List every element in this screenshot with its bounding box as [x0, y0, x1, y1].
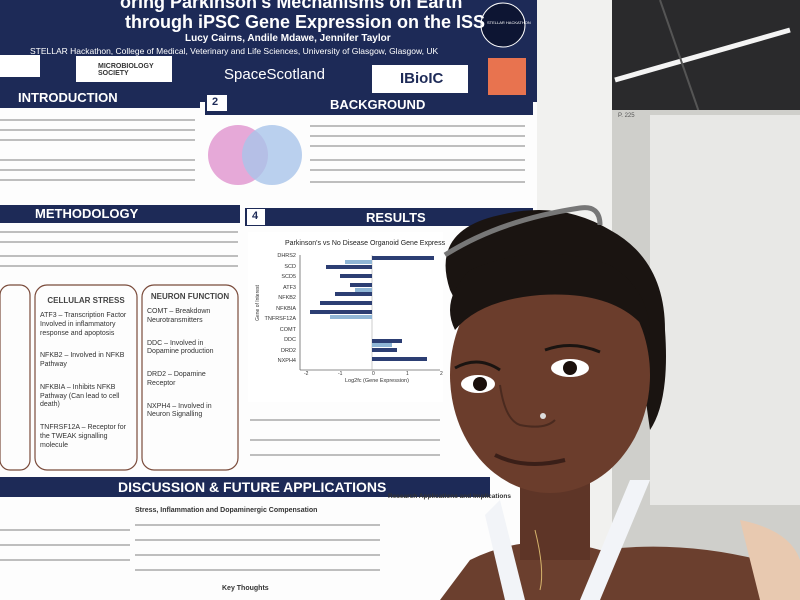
- x-tick-label: -2: [304, 371, 309, 377]
- neuron-function: NEURON FUNCTION COMT – Breakdown Neurotr…: [147, 292, 233, 434]
- gene-label: SCD: [284, 263, 296, 270]
- logo: SpaceScotland: [224, 66, 325, 83]
- column-heading: CELLULAR STRESS: [47, 296, 125, 305]
- gene-note: DDC – Involved in Dopamine production: [147, 339, 214, 356]
- badge: STELLAR HACKATHON: [487, 20, 531, 25]
- section-heading: BACKGROUND: [330, 97, 426, 112]
- gene-note: NFKB2 – Involved in NFKB Pathway: [40, 352, 125, 368]
- gene-note: ATF3 – Transcription Factor Involved in …: [40, 312, 127, 337]
- x-tick-label: 0: [372, 371, 375, 377]
- column-heading: NEURON FUNCTION: [150, 292, 230, 301]
- cellular-stress: CELLULAR STRESS ATF3 – Transcription Fac…: [40, 296, 132, 464]
- gene-note: NFKBIA – Inhibits NFKB Pathway (Can lead…: [40, 383, 120, 409]
- gene-label: TNFRSF12A: [264, 316, 296, 322]
- subheading: Stress, Inflammation and Dopaminergic Co…: [135, 507, 318, 514]
- axis-label: Log2fc (Gene Expression): [345, 378, 409, 384]
- gene-label: DHRS2: [277, 253, 296, 259]
- subheading: Research Applications and Implications: [388, 493, 511, 500]
- section-heading: INTRODUCTION: [18, 90, 118, 105]
- gene-note: NXPH4 – Involved in Neuron Signalling: [147, 402, 212, 419]
- board-label: P. 225: [618, 113, 635, 119]
- logo: MICROBIOLOGY SOCIETY: [98, 63, 154, 77]
- section-heading: DISCUSSION & FUTURE APPLICATIONS: [118, 479, 387, 495]
- gene-note: TNFRSF12A – Receptor for the TWEAK signa…: [40, 424, 126, 449]
- subheading: Key Thoughts: [222, 585, 269, 592]
- chart-title: Parkinson's vs No Disease Organoid Gene …: [285, 240, 446, 247]
- gene-label: NFKBIA: [276, 305, 296, 312]
- x-tick-label: -1: [338, 371, 343, 377]
- section-number: 2: [212, 96, 219, 108]
- gene-label: SCD5: [281, 274, 296, 280]
- section-heading: METHODOLOGY: [35, 206, 139, 221]
- authors: Lucy Cairns, Andile Mdawe, Jennifer Tayl…: [185, 33, 391, 44]
- title: through iPSC Gene Expression on the ISS: [125, 12, 486, 32]
- logo: IBioIC: [400, 70, 444, 87]
- gene-label: DRD2: [281, 347, 296, 354]
- gene-label: ATF3: [282, 284, 296, 291]
- gene-label: NXPH4: [277, 358, 296, 364]
- gene-note: DRD2 – Dopamine Receptor: [147, 371, 206, 387]
- x-tick-label: 2: [440, 371, 443, 377]
- title: oring Parkinson's Mechanisms on Earth: [120, 0, 463, 12]
- affiliation: STELLAR Hackathon, College of Medical, V…: [30, 46, 439, 56]
- section-number: 4: [252, 210, 259, 222]
- gene-note: COMT – Breakdown Neurotransmitters: [147, 308, 211, 324]
- gene-label: NFKB2: [278, 295, 296, 301]
- x-tick-label: 1: [406, 371, 409, 377]
- section-heading: RESULTS: [366, 210, 426, 225]
- gene-label: COMT: [279, 326, 296, 333]
- gene-label: DDC: [284, 337, 296, 343]
